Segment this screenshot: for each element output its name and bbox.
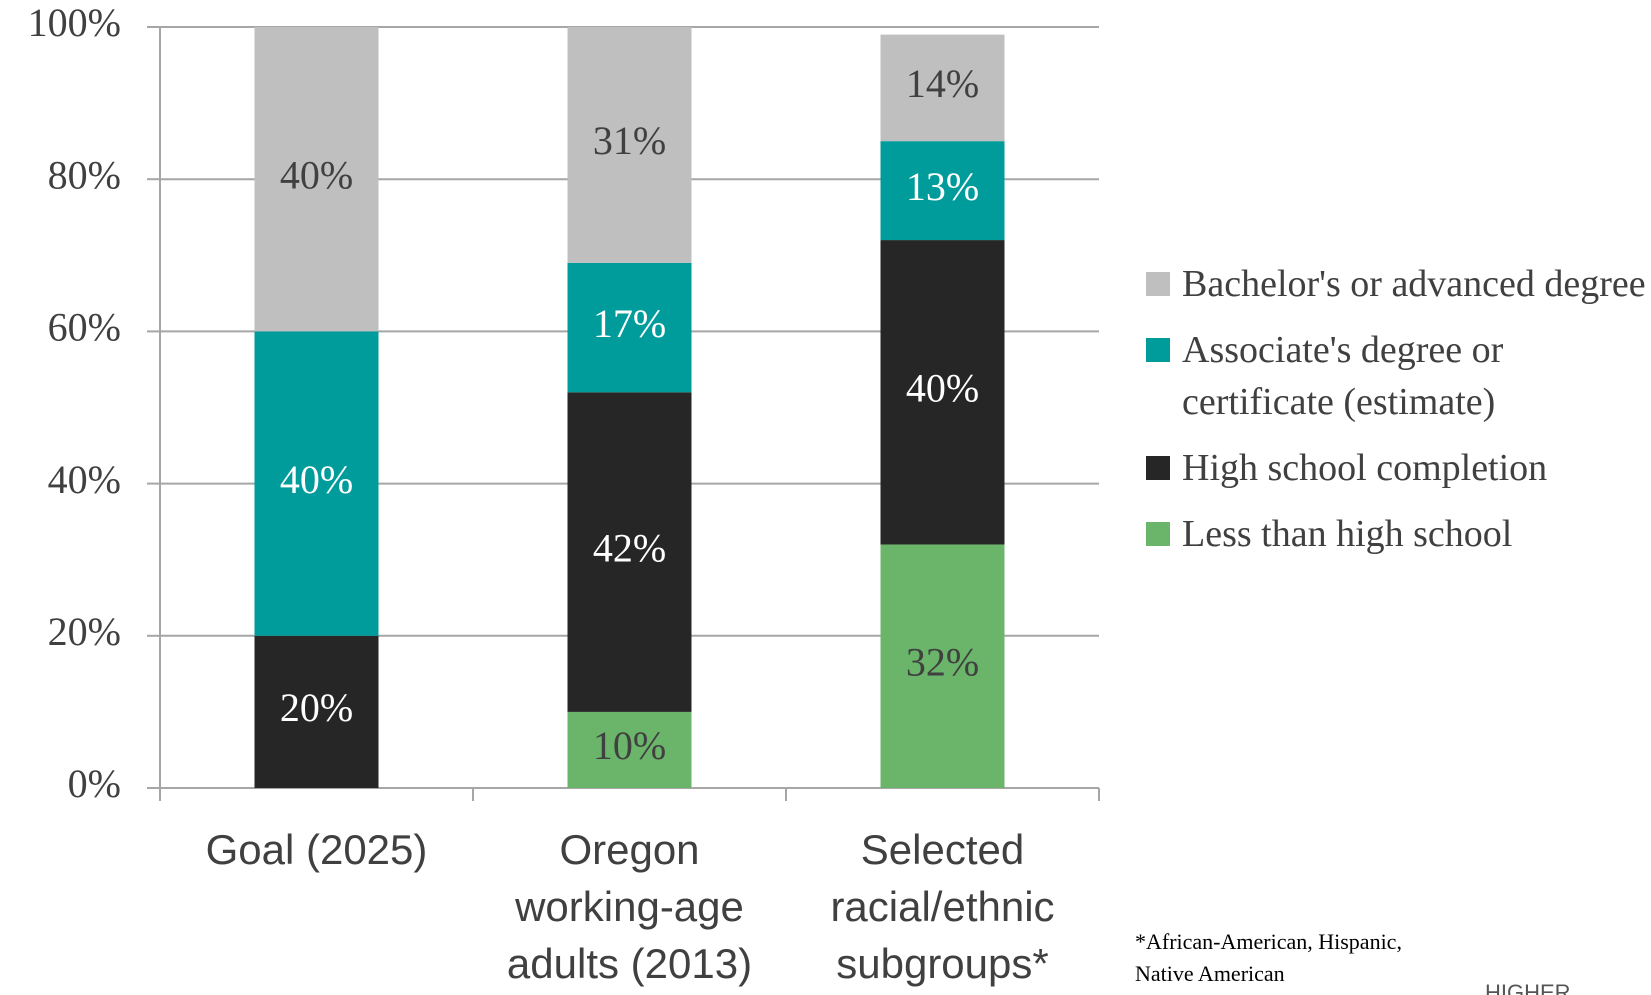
value-label: 42% xyxy=(593,525,666,570)
bar-segment xyxy=(567,711,692,788)
x-tick-label: working-age xyxy=(514,883,744,930)
x-tick-label: racial/ethnic xyxy=(830,883,1054,930)
legend-item: Bachelor's or advanced degree xyxy=(1146,258,1646,310)
footnote: *African-American, Hispanic, Native Amer… xyxy=(1135,929,1402,986)
value-label: 20% xyxy=(280,685,353,730)
x-tick-label: subgroups* xyxy=(836,940,1048,987)
bar-segment xyxy=(254,331,379,636)
legend-swatch xyxy=(1146,522,1170,546)
value-label: 40% xyxy=(906,365,979,410)
bar-segment xyxy=(567,27,692,263)
bar-segment xyxy=(254,635,379,788)
logo: HIGHER EDUCATION xyxy=(1485,980,1571,995)
y-tick-label: 0% xyxy=(68,761,121,806)
bar-segment xyxy=(254,27,379,332)
value-label: 10% xyxy=(593,723,666,768)
legend-item: Associate's degree or certificate (estim… xyxy=(1146,324,1646,428)
bar-segment xyxy=(567,392,692,712)
legend-item: High school completion xyxy=(1146,442,1646,494)
legend-label: High school completion xyxy=(1182,447,1548,489)
value-label: 14% xyxy=(906,61,979,106)
y-tick-label: 40% xyxy=(48,457,121,502)
bar-segment xyxy=(567,262,692,393)
bar-segment xyxy=(880,34,1005,142)
legend-label: Less than high school xyxy=(1182,513,1513,555)
y-tick-label: 80% xyxy=(48,152,121,197)
value-label: 31% xyxy=(593,118,666,163)
y-tick-label: 100% xyxy=(28,0,121,45)
legend: Bachelor's or advanced degree Associate's… xyxy=(1146,258,1646,574)
legend-swatch xyxy=(1146,338,1170,362)
x-tick-label: Goal (2025) xyxy=(206,826,428,873)
y-tick-label: 60% xyxy=(48,305,121,350)
bar-segment xyxy=(880,544,1005,788)
value-label: 40% xyxy=(280,457,353,502)
value-label: 13% xyxy=(906,164,979,209)
x-tick-label: Selected xyxy=(861,826,1024,873)
legend-label: Associate's degree or certificate (estim… xyxy=(1182,329,1504,423)
legend-item: Less than high school xyxy=(1146,508,1646,560)
value-label: 32% xyxy=(906,639,979,684)
legend-swatch xyxy=(1146,272,1170,296)
x-tick-label: Oregon xyxy=(559,826,699,873)
y-tick-label: 20% xyxy=(48,609,121,654)
value-label: 17% xyxy=(593,301,666,346)
bar-segment xyxy=(880,240,1005,545)
bar-segment xyxy=(880,141,1005,241)
legend-swatch xyxy=(1146,456,1170,480)
legend-label: Bachelor's or advanced degree xyxy=(1182,263,1646,305)
value-label: 40% xyxy=(280,152,353,197)
x-tick-label: adults (2013) xyxy=(507,940,752,987)
